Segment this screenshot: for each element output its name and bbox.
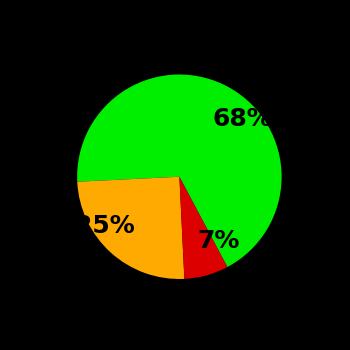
Wedge shape <box>179 177 228 279</box>
Text: 25%: 25% <box>75 214 135 238</box>
Text: 68%: 68% <box>212 107 272 131</box>
Text: 7%: 7% <box>197 229 239 253</box>
Wedge shape <box>77 75 282 267</box>
Wedge shape <box>77 177 184 279</box>
